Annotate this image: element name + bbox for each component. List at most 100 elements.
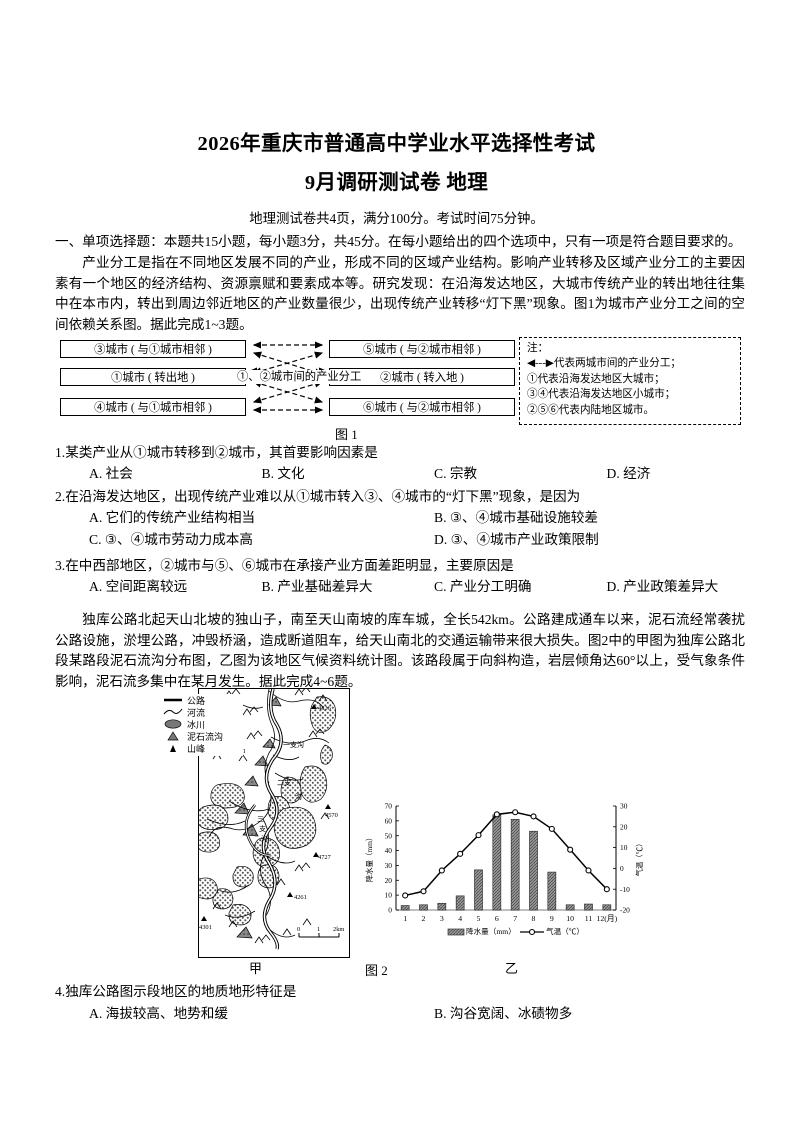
svg-text:30: 30 (620, 802, 628, 811)
question-3-stem: 3.在中西部地区，②城市与⑤、⑥城市在承接产业方面差距明显，主要原因是 (55, 558, 514, 573)
svg-text:50: 50 (385, 831, 393, 840)
q3-option-c[interactable]: C. 产业分工明确 (434, 579, 532, 594)
svg-text:降水量（mm）: 降水量（mm） (365, 834, 374, 882)
question-4-stem: 4.独库公路图示段地区的地质地形特征是 (55, 984, 297, 999)
q2-option-a[interactable]: A. 它们的传统产业结构相当 (89, 510, 256, 525)
chart-caption-yi: 乙 (505, 961, 519, 976)
legend-label-river: 河流 (187, 707, 206, 718)
note-line-2: ①代表沿海发达地区大城市； (527, 373, 665, 385)
city-box-5: ⑤城市 ( 与②城市相邻 ) (329, 340, 515, 358)
elevation-label-4826: 4826 (318, 705, 331, 712)
svg-text:1: 1 (403, 914, 407, 923)
q3-option-b[interactable]: B. 产业基础差异大 (261, 579, 373, 594)
q1-option-d[interactable]: D. 经济 (606, 466, 651, 481)
svg-text:30: 30 (385, 861, 393, 870)
page-title-line1: 2026年重庆市普通高中学业水平选择性考试 (197, 133, 596, 155)
city-box-3: ③城市 ( 与①城市相邻 ) (60, 340, 246, 358)
q2-option-c[interactable]: C. ③、④城市劳动力成本高 (89, 532, 253, 547)
question-2-stem: 2.在沿海发达地区，出现传统产业难以从①城市转入③、④城市的“灯下黑”现象，是因… (55, 489, 581, 504)
svg-text:7: 7 (513, 914, 517, 923)
svg-text:2: 2 (422, 914, 426, 923)
figure-2-climate-chart: 0 10 20 30 40 50 60 70 -20 -10 0 10 20 30 降水量（mm） 气温（℃）… (362, 798, 650, 950)
legend-row-glacier: 冰川 (163, 718, 243, 730)
glacier-symbol-icon (163, 718, 183, 730)
legend-row-river: 河流 (163, 706, 243, 718)
q2-option-d[interactable]: D. ③、④城市产业政策限制 (434, 532, 599, 547)
legend-label-peak: 山峰 (187, 743, 206, 754)
city-box-1: ①城市 ( 转出地 ) (60, 368, 246, 386)
legend-row-road: 公路 (163, 694, 243, 706)
svg-text:9: 9 (550, 914, 554, 923)
passage-industrial-division: 产业分工是指在不同地区发展不同的产业，形成不同的区域产业结构。影响产业转移及区域… (55, 255, 745, 332)
q2-option-b[interactable]: B. ③、④城市基础设施较差 (434, 510, 598, 525)
city-box-6: ⑥城市 ( 与②城市相邻 ) (329, 398, 515, 416)
question-4-options: A. 海拔较高、地势和缓 B. 沟谷宽阔、冰碛物多 (55, 1004, 745, 1025)
gully-label-1: 一支沟 (283, 740, 304, 749)
road-symbol-icon (163, 694, 183, 706)
passage-dukou-highway: 独库公路北起天山北坡的独山子，南至天山南坡的库车城，全长542km。公路建成通车… (55, 612, 745, 689)
elevation-label-4727: 4727 (318, 854, 332, 861)
svg-text:沟: 沟 (261, 834, 268, 843)
map-caption: 甲 (249, 961, 263, 976)
svg-text:3: 3 (440, 914, 444, 923)
svg-text:降水量（mm）: 降水量（mm） (466, 926, 516, 936)
note-line-3: ③④代表沿海发达地区小城市； (527, 389, 676, 401)
q3-option-a[interactable]: A. 空间距离较远 (89, 579, 188, 594)
svg-text:6: 6 (495, 914, 499, 923)
q4-option-b[interactable]: B. 沟谷宽阔、冰碛物多 (434, 1006, 573, 1021)
question-2-options-row1: A. 它们的传统产业结构相当 B. ③、④城市基础设施较差 (55, 508, 745, 529)
svg-text:12(月): 12(月) (596, 914, 617, 923)
legend-row-peak: 山峰 (163, 742, 243, 754)
svg-text:0: 0 (388, 906, 392, 915)
legend-row-debris-flow: 泥石流沟 (163, 730, 243, 742)
svg-text:气温（℃）: 气温（℃） (635, 840, 644, 877)
q1-option-c[interactable]: C. 宗教 (434, 466, 478, 481)
figure-1-caption: 图 1 (335, 427, 358, 442)
svg-text:沟: 沟 (295, 792, 302, 801)
map-scale-bar: 0 1 2km (297, 926, 344, 938)
svg-text:-10: -10 (620, 885, 630, 894)
page-title-line2: 9月调研测试卷 地理 (304, 172, 489, 194)
debris-flow-symbol-icon (163, 730, 183, 742)
svg-text:4: 4 (458, 914, 462, 923)
section-instruction: 一、单项选择题：本题共15小题，每小题3分，共45分。在每小题给出的四个选项中，… (55, 234, 742, 249)
q3-option-d[interactable]: D. 产业政策差异大 (606, 579, 719, 594)
svg-text:8: 8 (532, 914, 536, 923)
river-symbol-icon (163, 706, 183, 718)
q1-option-a[interactable]: A. 社会 (89, 466, 133, 481)
svg-text:0: 0 (297, 926, 300, 933)
map-drawing: 4826 3341 3341 4570 4727 4261 4301 一支沟 二… (199, 689, 344, 950)
svg-text:10: 10 (385, 891, 393, 900)
peak-symbol-icon (163, 742, 183, 754)
note-line-1: ◀---▶代表两城市间的产业分工； (527, 358, 682, 370)
question-3-options: A. 空间距离较远 B. 产业基础差异大 C. 产业分工明确 D. 产业政策差异… (55, 577, 745, 598)
q4-option-a[interactable]: A. 海拔较高、地势和缓 (89, 1006, 228, 1021)
figure-1-note-box: 注： ◀---▶代表两城市间的产业分工； ①代表沿海发达地区大城市； ③④代表沿… (519, 337, 741, 425)
legend-label-glacier: 冰川 (187, 719, 206, 730)
city-box-4: ④城市 ( 与①城市相邻 ) (60, 398, 246, 416)
question-1-stem: 1.某类产业从①城市转移到②城市，其首要影响因素是 (55, 445, 378, 460)
legend-label-debris-flow: 泥石流沟 (187, 731, 224, 742)
elevation-label-4570: 4570 (325, 812, 338, 819)
note-line-4: ②⑤⑥代表内陆地区城市。 (527, 404, 655, 416)
svg-text:支: 支 (259, 824, 266, 833)
elevation-label-4301: 4301 (199, 924, 212, 931)
gully-label-2: 二支 (277, 778, 291, 787)
svg-text:5: 5 (477, 914, 481, 923)
svg-text:60: 60 (385, 816, 393, 825)
svg-text:70: 70 (385, 802, 393, 811)
svg-text:20: 20 (620, 822, 628, 831)
legend-label-road: 公路 (187, 695, 206, 706)
svg-text:10: 10 (566, 914, 574, 923)
svg-text:20: 20 (385, 876, 393, 885)
city-box-2: ②城市 ( 转入地 ) (329, 368, 515, 386)
gully-label-3: 三 (257, 815, 264, 823)
svg-text:11: 11 (585, 914, 593, 923)
figure-1-middle-label: ①、②城市间的产业分工 (236, 370, 362, 384)
elevation-label-4261: 4261 (294, 894, 307, 901)
question-2-options-row2: C. ③、④城市劳动力成本高 D. ③、④城市产业政策限制 (55, 530, 745, 551)
svg-text:1: 1 (317, 926, 320, 933)
q1-option-b[interactable]: B. 文化 (261, 466, 305, 481)
question-1-options: A. 社会 B. 文化 C. 宗教 D. 经济 (55, 464, 745, 485)
